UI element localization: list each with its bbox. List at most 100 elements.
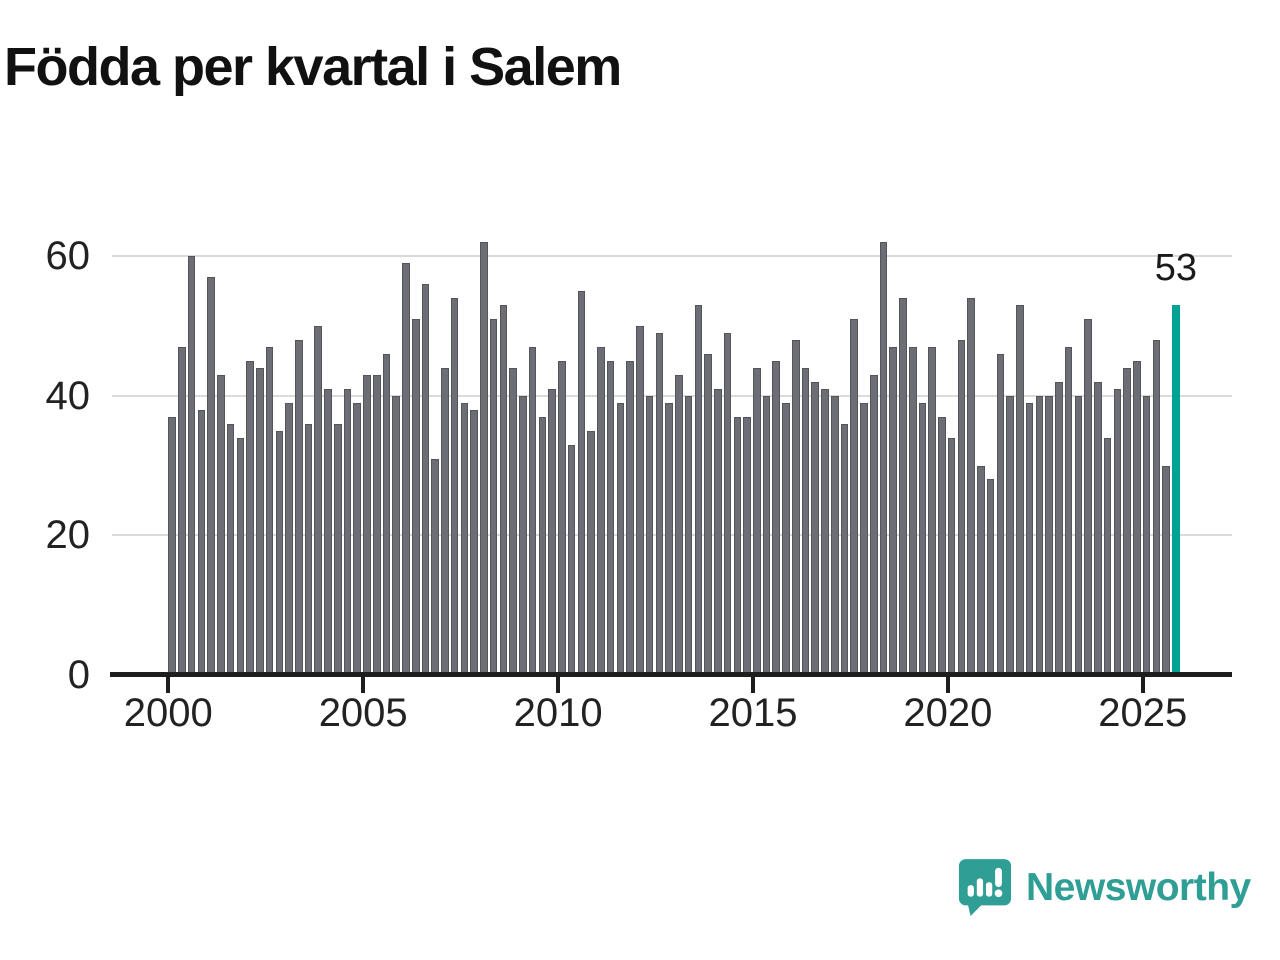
chart-title: Födda per kvartal i Salem <box>4 37 622 97</box>
bar <box>226 423 235 675</box>
x-axis-tick <box>751 677 755 693</box>
newsworthy-logo-icon <box>958 859 1012 916</box>
bar <box>782 402 790 675</box>
bar <box>597 346 605 675</box>
bar <box>1064 346 1073 675</box>
bar <box>246 360 254 675</box>
bar <box>304 423 313 675</box>
bar <box>499 304 508 675</box>
bar <box>977 465 985 675</box>
bar <box>343 388 352 675</box>
bar <box>548 388 556 675</box>
bar <box>392 395 401 675</box>
bar <box>236 437 245 675</box>
bar <box>470 409 478 675</box>
x-axis-tick-label: 2000 <box>123 691 213 735</box>
bar <box>791 339 800 675</box>
bar <box>275 430 284 675</box>
bar <box>996 353 1005 675</box>
gridline <box>112 394 1232 397</box>
bar <box>441 367 449 675</box>
bar <box>938 416 946 675</box>
bar <box>840 423 849 675</box>
bar <box>1103 437 1112 675</box>
bar <box>207 276 215 675</box>
y-axis-tick-label: 40 <box>45 373 91 418</box>
bar <box>519 395 527 675</box>
bar <box>655 332 664 675</box>
bar <box>265 346 274 675</box>
bar <box>743 416 751 675</box>
bar <box>704 353 712 675</box>
bar <box>1162 465 1170 675</box>
x-axis-tick <box>166 677 171 693</box>
y-axis-tick-label: 60 <box>45 234 91 279</box>
bar <box>889 346 898 675</box>
bar <box>528 346 537 675</box>
bar <box>567 444 576 675</box>
bar <box>957 339 966 675</box>
bar <box>626 360 634 675</box>
bar <box>333 423 342 675</box>
bar <box>421 283 430 675</box>
bar <box>577 290 586 675</box>
bar <box>1133 360 1141 675</box>
bar <box>606 360 615 675</box>
x-axis-line <box>110 672 1232 677</box>
gridline <box>112 255 1232 258</box>
bar <box>197 409 206 675</box>
bar <box>538 416 547 675</box>
bar <box>372 374 381 675</box>
bar <box>411 318 420 675</box>
x-axis-tick-label: 2020 <box>903 691 993 735</box>
bar <box>509 367 517 675</box>
bar <box>1016 304 1024 675</box>
bar <box>558 360 566 675</box>
bar <box>450 297 459 675</box>
bar <box>431 458 439 675</box>
bar <box>821 388 829 675</box>
bar <box>382 353 391 675</box>
bar <box>1025 402 1034 675</box>
bar <box>1094 381 1102 675</box>
bar <box>217 374 225 675</box>
bar <box>733 416 742 675</box>
highlighted-bar <box>1172 304 1180 675</box>
bar <box>285 402 293 675</box>
bar <box>811 381 820 675</box>
bar <box>830 395 839 675</box>
bar <box>645 395 654 675</box>
bar <box>636 325 644 675</box>
x-axis-tick <box>556 677 561 693</box>
bar <box>489 318 498 675</box>
x-axis-tick-label: 2005 <box>318 691 408 735</box>
bar <box>850 318 859 675</box>
last-value-label: 53 <box>1154 246 1197 289</box>
bar <box>772 360 781 675</box>
brand-name: Newsworthy <box>1026 866 1251 909</box>
bar <box>986 479 995 675</box>
bar <box>879 242 888 675</box>
bar <box>762 395 771 675</box>
bar <box>665 402 673 675</box>
y-axis-tick-label: 0 <box>67 653 90 697</box>
bar <box>1152 339 1161 675</box>
bar <box>1113 388 1122 675</box>
bar <box>1045 395 1053 675</box>
bar <box>314 325 323 675</box>
bar <box>1142 395 1151 675</box>
bar <box>353 402 362 675</box>
bar <box>324 388 332 675</box>
bar <box>1084 318 1092 675</box>
bar <box>694 304 703 675</box>
bar <box>908 346 917 675</box>
bar <box>187 256 196 675</box>
bar <box>801 367 810 675</box>
bar <box>753 367 761 675</box>
bar <box>1035 395 1044 675</box>
bar <box>1006 395 1014 675</box>
bar <box>1123 367 1131 675</box>
bar <box>1055 381 1063 675</box>
y-axis-tick-label: 20 <box>45 513 91 558</box>
